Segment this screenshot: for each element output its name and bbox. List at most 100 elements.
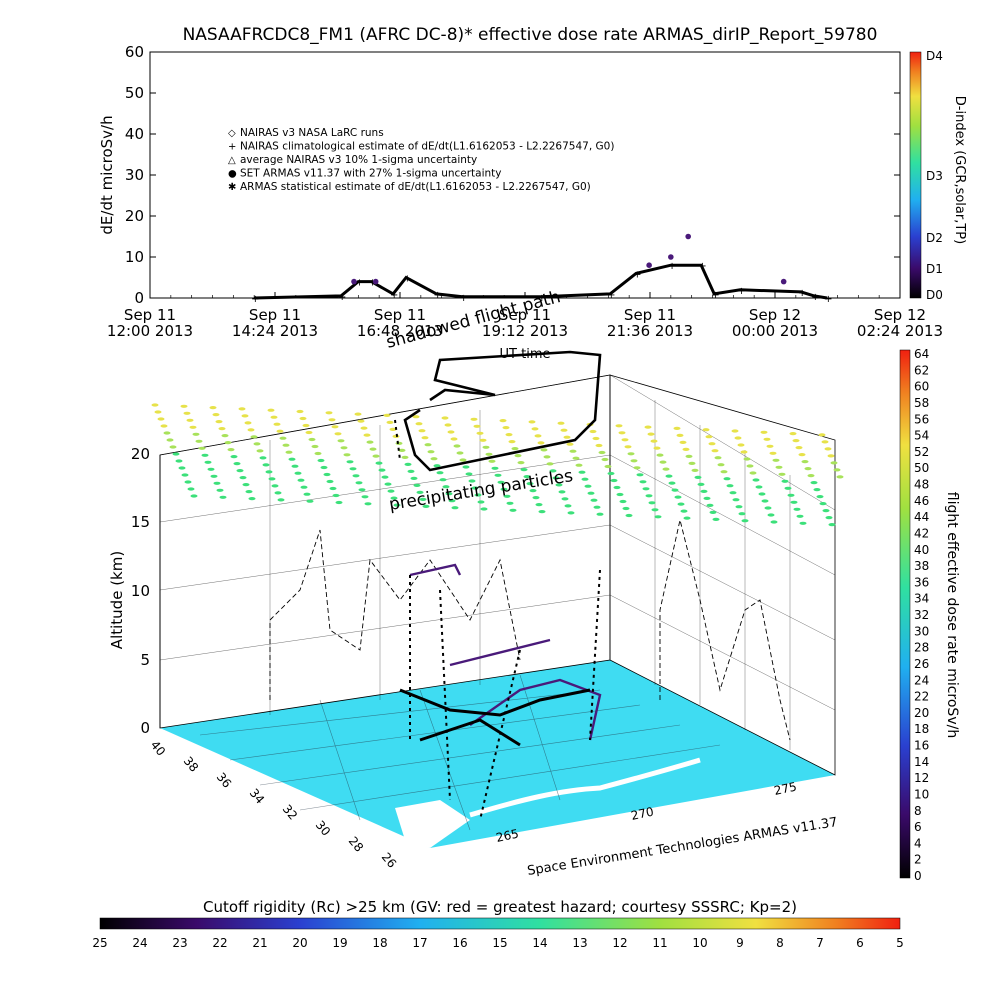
top-y-axis: 0 10 20 30 40 50 60: [125, 43, 900, 307]
particle-mark: [230, 455, 238, 459]
dose-tick: 56: [914, 412, 929, 426]
particle-mark: [726, 484, 734, 488]
particle-mark: [468, 479, 476, 483]
particle-mark: [514, 454, 522, 458]
particle-mark: [491, 466, 499, 470]
particle-mark: [297, 478, 305, 482]
cutoff-rigidity-bar: Cutoff rigidity (Rc) >25 km (GV: red = g…: [92, 898, 903, 950]
legend-label: ARMAS statistical estimate of dE/dt(L1.6…: [240, 181, 591, 193]
latitude-tick: 38: [181, 754, 202, 775]
particle-mark: [473, 424, 481, 428]
particle-mark: [412, 415, 420, 419]
particle-mark: [245, 490, 253, 494]
map-land-patch: [395, 800, 470, 848]
particle-mark: [557, 421, 565, 425]
dose-tick: 48: [914, 478, 929, 492]
particle-mark: [216, 488, 224, 492]
nairas-point: +: [668, 261, 676, 272]
particle-mark: [816, 495, 824, 499]
particle-mark: [375, 461, 383, 465]
particle-mark: [160, 424, 168, 428]
particle-mark: [830, 461, 838, 465]
particle-mark: [615, 424, 623, 428]
nairas-point: +: [737, 286, 745, 297]
particle-mark: [387, 489, 395, 493]
nairas-point: +: [824, 294, 832, 305]
particle-mark: [183, 411, 191, 415]
dose-tick: 28: [914, 641, 929, 655]
nairas-point: +: [390, 290, 398, 301]
particle-mark: [410, 476, 418, 480]
flight-path-mid: [409, 563, 602, 741]
particle-mark: [384, 482, 392, 486]
annotation-precipitating-particles: precipitating particles: [388, 466, 575, 515]
particle-mark: [268, 477, 276, 481]
dose-tick: 22: [914, 690, 929, 704]
latitude-tick: 36: [214, 770, 235, 791]
particle-mark: [552, 476, 560, 480]
particle-mark: [479, 438, 487, 442]
particle-mark: [740, 450, 748, 454]
particle-mark: [821, 440, 829, 444]
particle-mark: [775, 465, 783, 469]
particle-mark: [340, 446, 348, 450]
particle-mark: [616, 492, 624, 497]
nairas-point: +: [433, 290, 441, 301]
particle-mark: [273, 422, 281, 426]
particle-mark: [564, 504, 572, 508]
cutoff-tick: 16: [452, 936, 467, 950]
nairas-point: +: [355, 278, 363, 289]
particle-mark: [189, 425, 197, 429]
particle-mark: [476, 431, 484, 435]
particle-mark: [300, 485, 308, 489]
latitude-tick: 34: [247, 786, 268, 807]
particle-mark: [453, 444, 461, 448]
particle-mark: [213, 481, 221, 485]
armas-point: [351, 278, 357, 285]
longitude-tick: 270: [630, 804, 655, 822]
particle-mark: [589, 429, 597, 434]
particle-mark: [700, 489, 708, 493]
particle-mark: [651, 508, 659, 512]
y-tick-label: 10: [125, 248, 144, 266]
x-tick-time: 12:00 2013: [107, 322, 193, 340]
particle-mark: [306, 499, 314, 503]
legend-label: SET ARMAS v11.37 with 27% 1-sigma uncert…: [240, 168, 502, 180]
x-tick-time: 00:00 2013: [732, 322, 818, 340]
latitude-tick: 30: [313, 818, 334, 839]
particle-mark: [499, 419, 507, 423]
dose-tick: 64: [914, 347, 929, 361]
particle-mark: [354, 412, 362, 416]
dose-tick: 2: [914, 853, 922, 867]
dose-tick: 16: [914, 739, 929, 753]
altitude-tick: 10: [131, 582, 150, 600]
particle-mark: [357, 419, 365, 423]
particle-mark: [404, 462, 412, 466]
cutoff-tick: 19: [332, 936, 347, 950]
particle-mark: [154, 410, 162, 414]
dindex-tick: D0: [926, 288, 943, 302]
particle-mark: [244, 421, 252, 425]
coastline: [469, 757, 701, 818]
particle-mark: [523, 475, 531, 479]
particle-mark: [538, 510, 546, 514]
particle-mark: [363, 433, 371, 437]
particle-mark: [549, 469, 557, 473]
particle-mark: [485, 452, 493, 456]
particle-mark: [204, 460, 212, 464]
particle-mark: [610, 478, 618, 483]
particle-mark: [732, 498, 740, 502]
particle-mark: [737, 443, 745, 447]
particle-mark: [572, 456, 580, 460]
dose-colorbar-label: flight effective dose rate microSv/h: [944, 492, 960, 738]
dose-rate-colorbar: 0246810121416182022242628303234363840424…: [899, 347, 960, 883]
particle-mark: [720, 470, 728, 474]
particle-mark: [358, 488, 366, 492]
particle-mark: [299, 416, 307, 421]
particle-mark: [706, 503, 714, 507]
dose-tick: 4: [914, 836, 922, 850]
top-y-label: dE/dt microSv/h: [98, 115, 116, 234]
particle-mark: [682, 447, 690, 451]
legend-label: NAIRAS v3 NASA LaRC runs: [240, 127, 384, 139]
dose-tick: 6: [914, 820, 922, 834]
